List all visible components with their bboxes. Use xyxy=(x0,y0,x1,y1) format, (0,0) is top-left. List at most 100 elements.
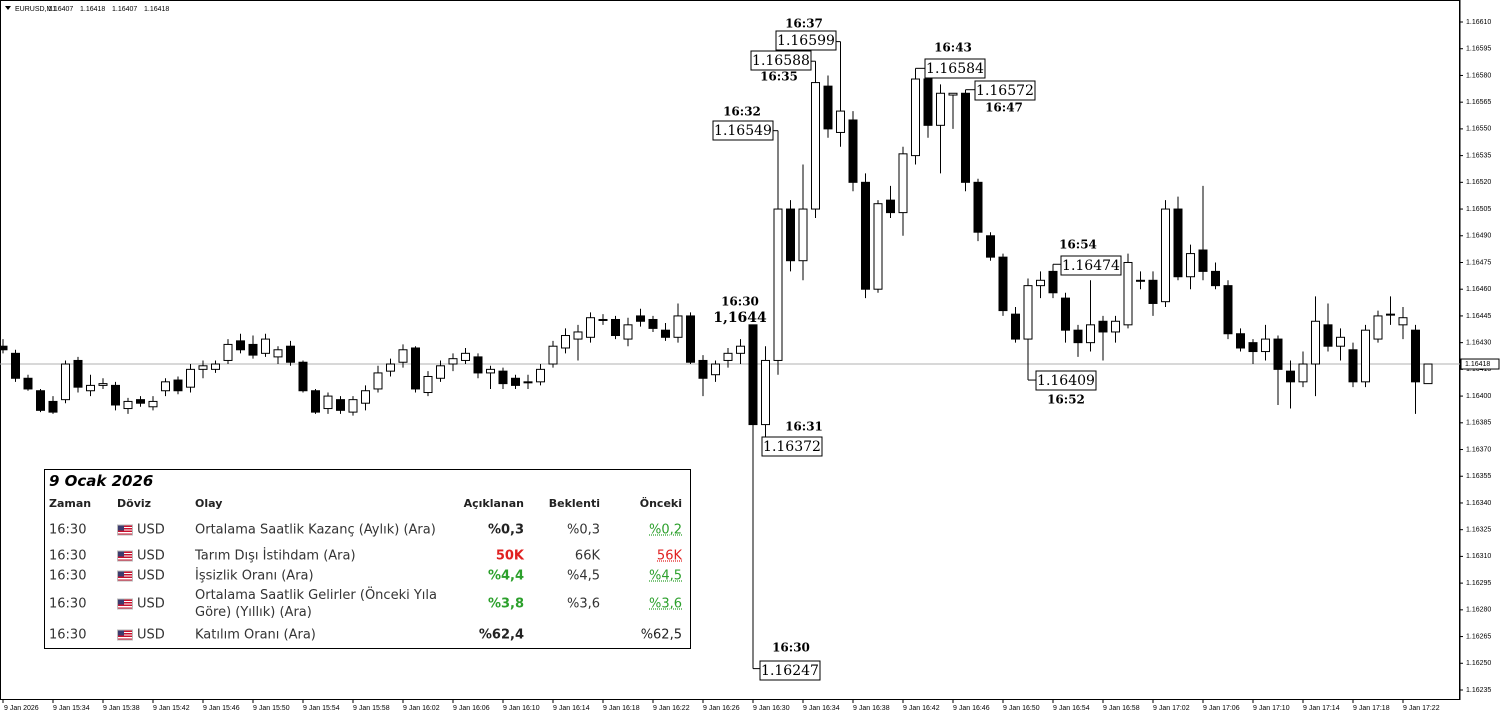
candle-body xyxy=(236,340,245,351)
y-tick-label: 1.16310 xyxy=(1466,553,1491,560)
candle-body xyxy=(636,315,645,322)
candle-body xyxy=(1248,342,1258,353)
candle-body xyxy=(648,318,658,329)
cell-actual: %0,3 xyxy=(487,522,524,538)
candle-body xyxy=(461,352,470,361)
y-tick-label: 1.16370 xyxy=(1466,446,1491,453)
cell-event: İşsizlik Oranı (Ara) xyxy=(195,568,314,584)
cell-previous: 56K xyxy=(656,548,682,564)
x-tick-label: 9 Jan 16:38 xyxy=(853,705,890,712)
candle-body xyxy=(1073,329,1083,344)
candle-body xyxy=(536,368,545,383)
cell-forecast: %4,5 xyxy=(566,568,600,584)
x-tick-label: 9 Jan 16:58 xyxy=(1103,705,1140,712)
cell-previous: %3,6 xyxy=(648,596,682,612)
cell-time: 16:30 xyxy=(49,596,87,612)
candle-body xyxy=(286,345,295,363)
menu-arrow[interactable] xyxy=(5,6,11,10)
candle-body xyxy=(211,363,220,370)
candle-body xyxy=(173,379,183,392)
candle-body xyxy=(161,381,170,392)
annotation-time: 16:52 xyxy=(1047,393,1085,407)
candle-body xyxy=(773,208,783,361)
candle-body xyxy=(73,359,83,388)
candle-body xyxy=(1361,329,1370,383)
x-tick-label: 9 Jan 16:22 xyxy=(653,705,690,712)
economic-calendar: 9 Ocak 2026 Zaman Döviz Olay Açıklanan Bekle… xyxy=(44,469,691,649)
candle-body xyxy=(273,349,283,358)
x-tick-label: 9 Jan 15:46 xyxy=(203,705,240,712)
candle-body xyxy=(436,365,445,379)
candle-body xyxy=(1123,261,1133,326)
annotation-time: 16:30 xyxy=(721,295,759,309)
cell-actual: %3,8 xyxy=(487,596,524,612)
annotation-box xyxy=(1060,255,1122,276)
annotation-box xyxy=(712,120,774,141)
candle-body xyxy=(736,345,745,354)
y-tick-label: 1.16445 xyxy=(1466,313,1491,320)
x-tick-label: 9 Jan 17:18 xyxy=(1353,705,1390,712)
y-tick-label: 1.16400 xyxy=(1466,393,1491,400)
candle-body xyxy=(1011,313,1020,340)
candle-body xyxy=(1423,363,1433,385)
candle-body xyxy=(323,395,333,410)
y-tick-label: 1.16265 xyxy=(1466,633,1491,640)
candle-body xyxy=(598,318,608,321)
cell-event: Ortalama Saatlik Gelirler (Önceki Yıla G… xyxy=(195,588,437,620)
candle-body xyxy=(223,343,233,361)
annotation-price: 1.16572 xyxy=(976,83,1034,99)
x-tick-label: 9 Jan 15:34 xyxy=(53,705,90,712)
x-tick-label: 9 Jan 16:02 xyxy=(403,705,440,712)
annotation-box xyxy=(759,660,821,681)
cell-event: Katılım Oranı (Ara) xyxy=(195,627,316,643)
y-tick-label: 1.16415 xyxy=(1466,366,1491,373)
candle-body xyxy=(1211,270,1220,287)
candle-body xyxy=(1111,320,1120,333)
x-tick-label: 9 Jan 17:10 xyxy=(1253,705,1290,712)
column-header: Beklenti xyxy=(548,497,600,510)
cell-previous: %4,5 xyxy=(648,568,682,584)
last-price-box xyxy=(1460,358,1500,370)
candle-body xyxy=(1048,270,1058,294)
candle-body xyxy=(336,399,345,411)
candle-body xyxy=(361,390,370,404)
candle-body xyxy=(98,383,108,386)
flag-icon xyxy=(117,598,133,610)
x-tick-label: 9 Jan 16:54 xyxy=(1053,705,1090,712)
annotation-price: 1,1644 xyxy=(713,310,767,326)
y-tick-label: 1.16520 xyxy=(1466,179,1491,186)
cell-time: 16:30 xyxy=(49,627,87,643)
candle-body xyxy=(798,208,808,262)
candle-body xyxy=(686,315,695,363)
ohlc-open: 1.16407 xyxy=(48,6,73,13)
candle-body xyxy=(961,92,970,183)
candle-body xyxy=(1386,313,1395,316)
annotation-box xyxy=(974,80,1036,101)
cell-actual: 50K xyxy=(495,548,524,564)
candle-body xyxy=(748,324,758,426)
candle-body xyxy=(136,399,145,404)
column-header: Döviz xyxy=(117,497,152,510)
x-tick-label: 9 Jan 16:46 xyxy=(953,705,990,712)
ohlc-low: 1.16407 xyxy=(112,6,137,13)
cell-forecast: %0,3 xyxy=(566,522,600,538)
candle-body xyxy=(1086,324,1095,344)
x-tick-label: 9 Jan 17:02 xyxy=(1153,705,1190,712)
candle-body xyxy=(198,365,208,370)
y-tick-label: 1.16340 xyxy=(1466,500,1491,507)
annotation-price: 1.16588 xyxy=(752,53,810,69)
annotation-time: 16:30 xyxy=(772,641,810,655)
candle-body xyxy=(911,78,920,157)
cell-actual: %4,4 xyxy=(487,568,524,584)
candle-body xyxy=(1411,329,1420,383)
candle-body xyxy=(1061,297,1070,331)
column-header: Zaman xyxy=(49,497,92,510)
x-tick-label: 9 Jan 15:42 xyxy=(153,705,190,712)
annotation-box xyxy=(750,50,812,71)
candle-body xyxy=(811,82,820,210)
annotation-time: 16:35 xyxy=(760,70,798,84)
cell-forecast: %3,6 xyxy=(566,596,600,612)
candle-body xyxy=(998,256,1008,312)
candle-body xyxy=(1236,333,1245,349)
